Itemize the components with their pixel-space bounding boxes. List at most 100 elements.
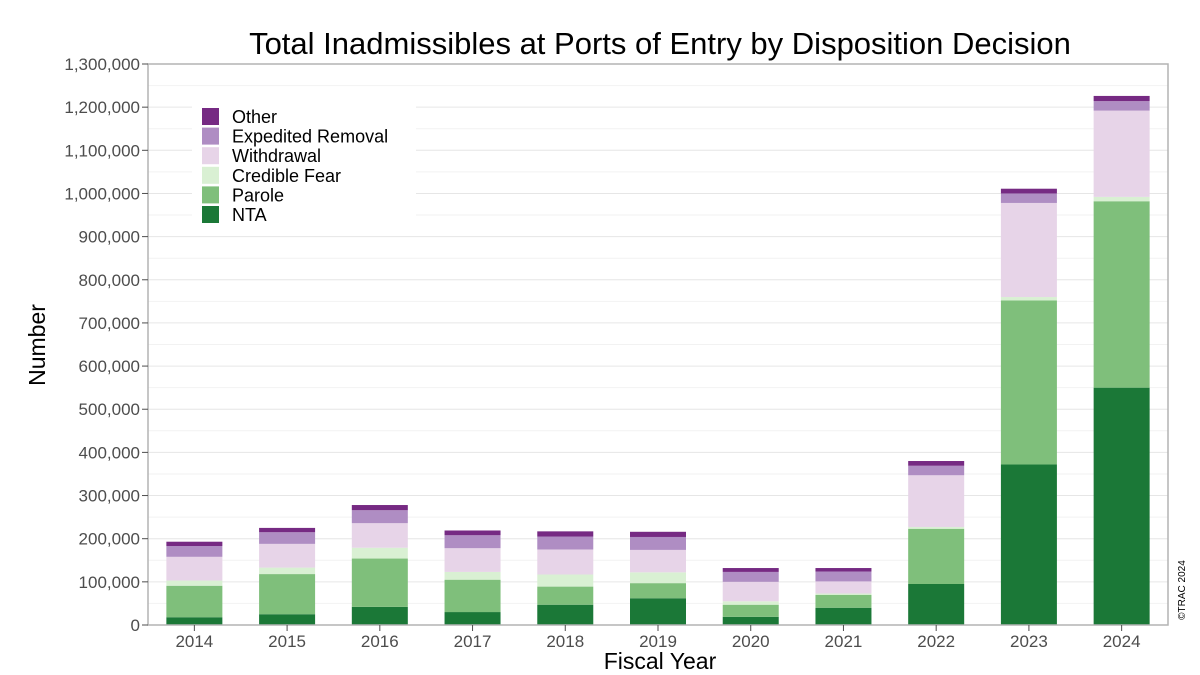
y-axis-ticks: 0 100,000 200,000 300,000 400,000 500,000 600,… — [64, 55, 148, 635]
x-tick-label: 2021 — [825, 632, 863, 651]
bar-parole-2018 — [537, 586, 594, 605]
bar-credible-fear-2014 — [166, 580, 223, 586]
x-tick-label: 2022 — [917, 632, 955, 651]
x-tick-label: 2014 — [175, 632, 213, 651]
bar-expedited-removal-2016 — [351, 510, 408, 524]
bar-credible-fear-2024 — [1093, 196, 1150, 202]
x-tick-label: 2024 — [1103, 632, 1141, 651]
y-tick-label: 0 — [131, 616, 140, 635]
bar-other-2016 — [351, 505, 408, 511]
legend-label-nta: NTA — [232, 205, 267, 225]
bar-nta-2017 — [444, 612, 501, 625]
bar-expedited-removal-2020 — [722, 571, 779, 582]
x-tick-label: 2017 — [454, 632, 492, 651]
bar-withdrawal-2016 — [351, 523, 408, 548]
bar-credible-fear-2018 — [537, 574, 594, 587]
legend-swatch-withdrawal — [202, 147, 219, 165]
bar-parole-2021 — [815, 594, 872, 608]
legend-swatch-other — [202, 108, 219, 125]
bar-withdrawal-2014 — [166, 556, 223, 581]
bar-credible-fear-2015 — [259, 567, 316, 575]
bar-other-2018 — [537, 531, 594, 537]
bar-expedited-removal-2018 — [537, 536, 594, 550]
y-tick-label: 100,000 — [79, 573, 140, 592]
bar-expedited-removal-2021 — [815, 571, 872, 582]
bar-expedited-removal-2017 — [444, 535, 501, 549]
y-tick-label: 1,100,000 — [64, 141, 140, 160]
x-axis-title: Fiscal Year — [604, 648, 717, 674]
bar-nta-2015 — [259, 614, 316, 625]
legend-label-parole: Parole — [232, 185, 284, 205]
bar-withdrawal-2019 — [630, 549, 686, 573]
bar-credible-fear-2020 — [722, 601, 779, 605]
bar-parole-2022 — [908, 528, 965, 585]
bar-withdrawal-2023 — [1000, 202, 1057, 298]
bar-nta-2018 — [537, 604, 594, 625]
bar-credible-fear-2023 — [1000, 297, 1057, 301]
y-tick-label: 300,000 — [79, 487, 140, 506]
bar-nta-2021 — [815, 607, 872, 625]
bar-withdrawal-2022 — [908, 475, 965, 528]
y-axis-title: Number — [24, 304, 50, 386]
bar-credible-fear-2019 — [630, 572, 686, 584]
bar-parole-2017 — [444, 579, 501, 613]
bar-credible-fear-2022 — [908, 527, 965, 529]
bar-withdrawal-2017 — [444, 548, 501, 572]
gridlines — [148, 63, 1168, 626]
bar-withdrawal-2020 — [722, 581, 779, 602]
y-tick-label: 1,300,000 — [64, 55, 140, 74]
y-tick-label: 800,000 — [79, 271, 140, 290]
bar-expedited-removal-2022 — [908, 465, 965, 476]
bar-parole-2019 — [630, 583, 686, 599]
bar-expedited-removal-2015 — [259, 532, 316, 544]
bar-credible-fear-2017 — [444, 571, 501, 580]
bar-other-2024 — [1093, 95, 1150, 102]
bar-nta-2016 — [351, 606, 408, 625]
bar-other-2017 — [444, 530, 501, 536]
bar-expedited-removal-2014 — [166, 546, 223, 557]
copyright-credit: ©TRAC 2024 — [1177, 560, 1188, 620]
bar-other-2020 — [722, 568, 779, 572]
bar-other-2021 — [815, 568, 872, 572]
x-tick-label: 2018 — [546, 632, 584, 651]
bar-other-2015 — [259, 527, 316, 533]
bars — [166, 95, 1150, 625]
y-tick-label: 400,000 — [79, 443, 140, 462]
bar-other-2023 — [1000, 188, 1057, 194]
bar-withdrawal-2018 — [537, 549, 594, 575]
bar-other-2022 — [908, 461, 965, 466]
bar-nta-2022 — [908, 584, 965, 625]
y-tick-label: 1,000,000 — [64, 184, 140, 203]
bar-expedited-removal-2023 — [1000, 193, 1057, 203]
bar-parole-2020 — [722, 604, 779, 617]
legend-label-credible-fear: Credible Fear — [232, 166, 341, 186]
legend-swatch-credible-fear — [202, 166, 219, 184]
legend-swatch-nta — [202, 206, 219, 223]
y-tick-label: 500,000 — [79, 400, 140, 419]
x-tick-label: 2019 — [639, 632, 677, 651]
bar-nta-2014 — [166, 617, 223, 625]
bar-nta-2019 — [630, 598, 686, 625]
x-tick-label: 2023 — [1010, 632, 1048, 651]
bar-parole-2014 — [166, 585, 223, 618]
bar-credible-fear-2021 — [815, 593, 872, 595]
bar-parole-2023 — [1000, 300, 1057, 465]
bar-other-2014 — [166, 541, 223, 547]
bar-parole-2016 — [351, 558, 408, 607]
legend-background — [192, 100, 416, 226]
bar-expedited-removal-2024 — [1093, 101, 1150, 111]
bar-expedited-removal-2019 — [630, 536, 686, 550]
chart-title: Total Inadmissibles at Ports of Entry by… — [249, 26, 1071, 61]
legend-label-expedited-removal: Expedited Removal — [232, 127, 388, 147]
y-tick-label: 1,200,000 — [64, 98, 140, 117]
bar-nta-2024 — [1093, 387, 1150, 625]
x-tick-label: 2020 — [732, 632, 770, 651]
legend-swatch-parole — [202, 186, 219, 204]
y-tick-label: 600,000 — [79, 357, 140, 376]
x-tick-label: 2016 — [361, 632, 399, 651]
bar-nta-2023 — [1000, 464, 1057, 625]
bar-credible-fear-2016 — [351, 547, 408, 559]
x-tick-label: 2015 — [268, 632, 306, 651]
